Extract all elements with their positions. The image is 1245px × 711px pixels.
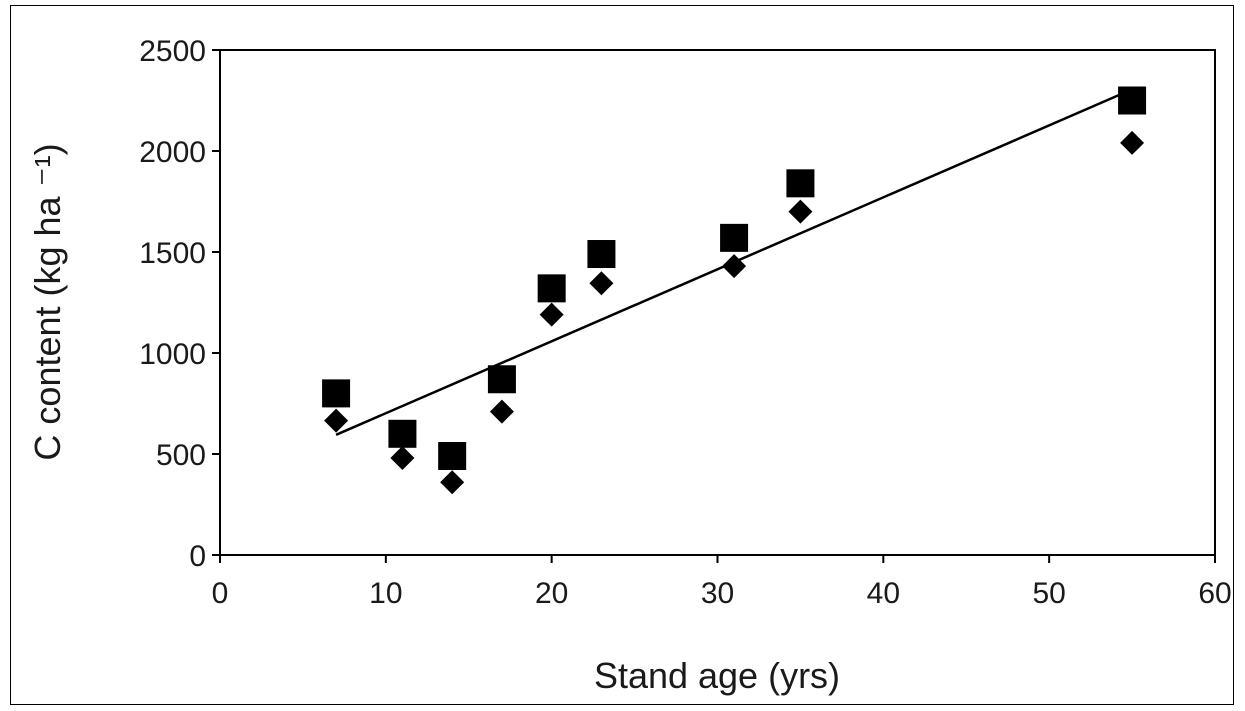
diamond-marker bbox=[539, 302, 564, 327]
y-tick-label: 0 bbox=[189, 540, 206, 573]
diamond-marker bbox=[489, 399, 514, 424]
x-tick-label: 60 bbox=[1198, 577, 1231, 610]
diamond-marker bbox=[788, 199, 813, 224]
diamond-marker bbox=[1120, 130, 1145, 155]
square-marker bbox=[388, 419, 417, 448]
square-marker bbox=[438, 442, 467, 471]
square-marker bbox=[720, 223, 749, 252]
data-points bbox=[322, 86, 1147, 495]
x-tick-label: 20 bbox=[535, 577, 568, 610]
y-axis-title: C content (kg ha ⁻¹) bbox=[27, 143, 68, 460]
diamond-marker bbox=[722, 254, 747, 279]
diamond-marker bbox=[390, 446, 415, 471]
diamond-marker bbox=[589, 271, 614, 296]
figure-frame bbox=[10, 5, 1234, 705]
diamond-marker bbox=[324, 408, 349, 433]
x-axis-ticks: 0 10 20 30 40 50 60 bbox=[212, 555, 1232, 610]
diamond-marker bbox=[440, 470, 465, 495]
x-tick-label: 0 bbox=[212, 577, 229, 610]
y-tick-label: 500 bbox=[156, 439, 206, 472]
y-axis-ticks: 0 500 1000 1500 2000 2500 bbox=[139, 35, 220, 573]
square-marker bbox=[487, 365, 516, 394]
square-marker bbox=[537, 274, 566, 303]
x-tick-label: 10 bbox=[369, 577, 402, 610]
x-axis-title: Stand age (yrs) bbox=[594, 655, 840, 696]
x-tick-label: 40 bbox=[867, 577, 900, 610]
square-marker bbox=[587, 240, 616, 269]
y-tick-label: 2000 bbox=[139, 136, 206, 169]
x-tick-label: 30 bbox=[701, 577, 734, 610]
y-tick-label: 1500 bbox=[139, 237, 206, 270]
y-tick-label: 1000 bbox=[139, 338, 206, 371]
square-marker bbox=[786, 169, 815, 198]
plot-area bbox=[219, 49, 1216, 556]
square-marker bbox=[322, 379, 351, 408]
y-tick-label: 2500 bbox=[139, 35, 206, 68]
x-tick-label: 50 bbox=[1032, 577, 1065, 610]
square-marker bbox=[1118, 86, 1147, 115]
